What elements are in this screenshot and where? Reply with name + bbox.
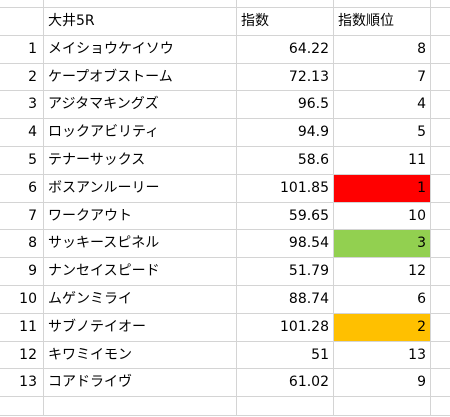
- partial-cell[interactable]: [431, 0, 450, 8]
- row-number-cell[interactable]: 7: [0, 202, 44, 231]
- row-number-cell[interactable]: 10: [0, 285, 44, 314]
- horse-name-cell[interactable]: ロックアビリティ: [44, 119, 237, 147]
- empty-cell[interactable]: [431, 64, 450, 92]
- horse-name-cell[interactable]: テナーサックス: [44, 146, 237, 175]
- partial-cell[interactable]: [334, 0, 431, 8]
- empty-cell[interactable]: [431, 258, 450, 286]
- rank-value-cell[interactable]: 5: [334, 119, 431, 147]
- rank-value-cell[interactable]: 11: [334, 146, 431, 175]
- empty-cell[interactable]: [431, 119, 450, 147]
- rank-value-cell[interactable]: 8: [334, 35, 431, 64]
- index-value-cell[interactable]: 101.28: [237, 313, 334, 342]
- empty-cell[interactable]: [431, 203, 450, 231]
- horse-name-cell[interactable]: ケープオブストーム: [44, 63, 237, 92]
- horse-name-cell[interactable]: サッキースピネル: [44, 230, 237, 259]
- index-value-cell[interactable]: 101.85: [237, 174, 334, 203]
- header-race-cell[interactable]: 大井5R: [44, 8, 237, 36]
- row-number-cell[interactable]: 4: [0, 119, 44, 147]
- rank-value-cell[interactable]: 13: [334, 341, 431, 370]
- row-number-cell[interactable]: 2: [0, 63, 44, 92]
- partial-cell[interactable]: [431, 397, 450, 417]
- horse-name-cell[interactable]: アジタマキングズ: [44, 91, 237, 120]
- partial-cell[interactable]: [0, 0, 44, 8]
- row-number-cell[interactable]: [0, 8, 44, 36]
- row-number-cell[interactable]: 12: [0, 341, 44, 370]
- rank-value-cell-first[interactable]: 1: [334, 174, 431, 203]
- rank-value-cell-second[interactable]: 2: [334, 313, 431, 342]
- partial-cell[interactable]: [237, 397, 334, 417]
- index-value-cell[interactable]: 98.54: [237, 230, 334, 259]
- empty-cell[interactable]: [431, 147, 450, 175]
- partial-cell[interactable]: [44, 0, 237, 8]
- partial-cell[interactable]: [334, 397, 431, 417]
- row-number-cell[interactable]: 13: [0, 369, 44, 398]
- empty-cell[interactable]: [431, 314, 450, 342]
- empty-cell[interactable]: [431, 91, 450, 120]
- horse-name-cell[interactable]: コアドライヴ: [44, 369, 237, 398]
- empty-cell[interactable]: [431, 36, 450, 64]
- rank-value-cell[interactable]: 9: [334, 369, 431, 398]
- horse-name-cell[interactable]: サブノテイオー: [44, 313, 237, 342]
- empty-cell[interactable]: [431, 286, 450, 314]
- rank-value-cell[interactable]: 10: [334, 202, 431, 231]
- empty-cell[interactable]: [431, 175, 450, 203]
- row-number-cell[interactable]: 6: [0, 174, 44, 203]
- row-number-cell[interactable]: 5: [0, 146, 44, 175]
- empty-cell[interactable]: [431, 8, 450, 36]
- index-value-cell[interactable]: 94.9: [237, 119, 334, 147]
- index-value-cell[interactable]: 58.6: [237, 146, 334, 175]
- empty-cell[interactable]: [431, 342, 450, 370]
- header-index-cell[interactable]: 指数: [237, 8, 334, 36]
- index-value-cell[interactable]: 88.74: [237, 285, 334, 314]
- partial-cell[interactable]: [0, 397, 44, 417]
- index-value-cell[interactable]: 51.79: [237, 258, 334, 286]
- header-rank-cell[interactable]: 指数順位: [334, 8, 431, 36]
- row-number-cell[interactable]: 3: [0, 91, 44, 120]
- index-value-cell[interactable]: 96.5: [237, 91, 334, 120]
- row-number-cell[interactable]: 9: [0, 258, 44, 286]
- horse-name-cell[interactable]: ムゲンミライ: [44, 285, 237, 314]
- partial-cell[interactable]: [44, 397, 237, 417]
- horse-name-cell[interactable]: ボスアンルーリー: [44, 174, 237, 203]
- index-value-cell[interactable]: 61.02: [237, 369, 334, 398]
- empty-cell[interactable]: [431, 369, 450, 398]
- horse-name-cell[interactable]: メイショウケイソウ: [44, 35, 237, 64]
- partial-cell[interactable]: [237, 0, 334, 8]
- horse-name-cell[interactable]: ナンセイスピード: [44, 258, 237, 286]
- rank-value-cell[interactable]: 12: [334, 258, 431, 286]
- rank-value-cell[interactable]: 4: [334, 91, 431, 120]
- row-number-cell[interactable]: 1: [0, 35, 44, 64]
- empty-cell[interactable]: [431, 230, 450, 259]
- row-number-cell[interactable]: 11: [0, 313, 44, 342]
- horse-name-cell[interactable]: ワークアウト: [44, 202, 237, 231]
- rank-value-cell-third[interactable]: 3: [334, 230, 431, 259]
- rank-value-cell[interactable]: 6: [334, 285, 431, 314]
- row-number-cell[interactable]: 8: [0, 230, 44, 259]
- horse-name-cell[interactable]: キワミイモン: [44, 341, 237, 370]
- index-value-cell[interactable]: 51: [237, 341, 334, 370]
- rank-value-cell[interactable]: 7: [334, 63, 431, 92]
- index-value-cell[interactable]: 59.65: [237, 202, 334, 231]
- index-value-cell[interactable]: 72.13: [237, 63, 334, 92]
- index-value-cell[interactable]: 64.22: [237, 35, 334, 64]
